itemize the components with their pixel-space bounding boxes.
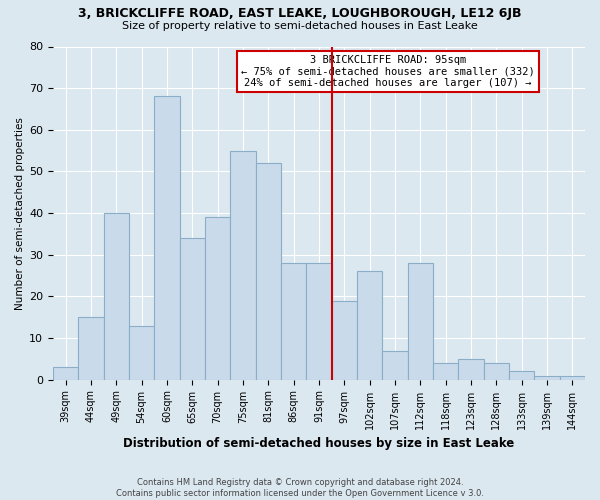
Bar xyxy=(281,263,307,380)
Bar xyxy=(53,367,79,380)
Bar xyxy=(382,350,407,380)
Bar xyxy=(509,372,535,380)
Bar xyxy=(484,363,509,380)
Y-axis label: Number of semi-detached properties: Number of semi-detached properties xyxy=(15,116,25,310)
Bar xyxy=(407,263,433,380)
Bar xyxy=(79,317,104,380)
Bar xyxy=(560,376,585,380)
Bar xyxy=(332,300,357,380)
Text: 3 BRICKCLIFFE ROAD: 95sqm
← 75% of semi-detached houses are smaller (332)
24% of: 3 BRICKCLIFFE ROAD: 95sqm ← 75% of semi-… xyxy=(241,55,535,88)
Bar xyxy=(179,238,205,380)
Bar xyxy=(154,96,179,380)
Bar xyxy=(307,263,332,380)
Text: Contains HM Land Registry data © Crown copyright and database right 2024.
Contai: Contains HM Land Registry data © Crown c… xyxy=(116,478,484,498)
Bar xyxy=(104,213,129,380)
Bar xyxy=(205,218,230,380)
Bar xyxy=(458,359,484,380)
Bar xyxy=(535,376,560,380)
Bar xyxy=(230,150,256,380)
Text: 3, BRICKCLIFFE ROAD, EAST LEAKE, LOUGHBOROUGH, LE12 6JB: 3, BRICKCLIFFE ROAD, EAST LEAKE, LOUGHBO… xyxy=(78,8,522,20)
Bar xyxy=(256,163,281,380)
X-axis label: Distribution of semi-detached houses by size in East Leake: Distribution of semi-detached houses by … xyxy=(124,437,515,450)
Bar xyxy=(129,326,154,380)
Bar xyxy=(433,363,458,380)
Text: Size of property relative to semi-detached houses in East Leake: Size of property relative to semi-detach… xyxy=(122,21,478,31)
Bar xyxy=(357,272,382,380)
